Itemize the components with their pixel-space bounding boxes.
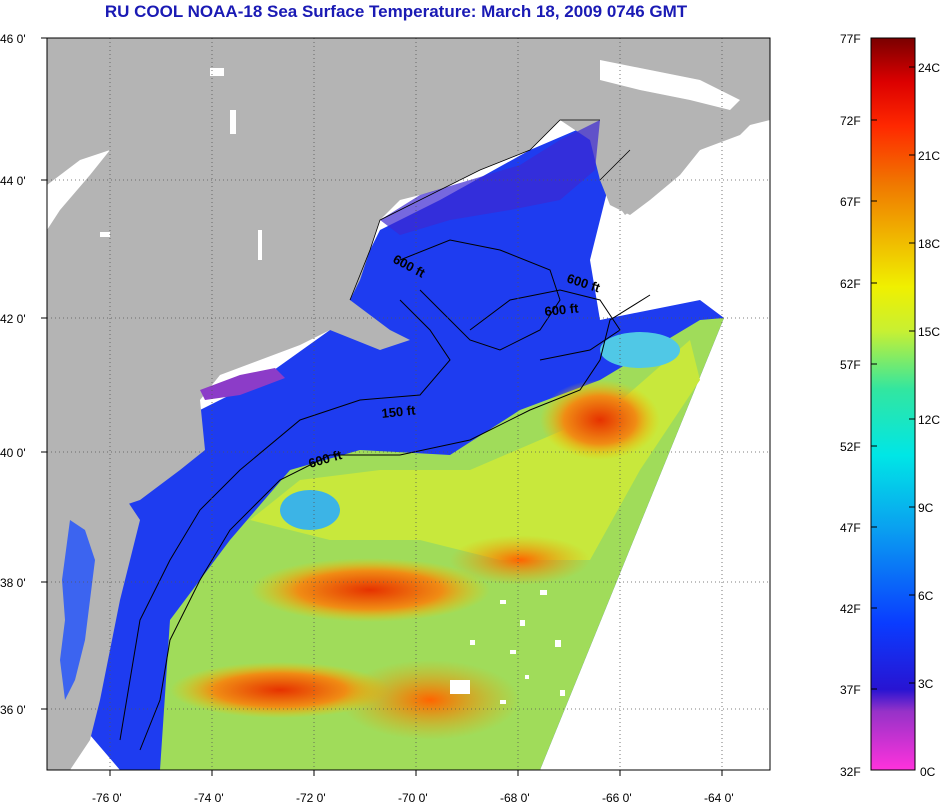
lon-label: -68 0' [500, 791, 530, 805]
cb-f-label: 77F [840, 32, 861, 46]
long-island [200, 368, 285, 400]
cb-c-label: 24C [918, 61, 940, 75]
warm-patch-east [450, 535, 590, 585]
shelf-cold-eddy-2 [600, 332, 680, 368]
lat-label: 40 0' [0, 446, 26, 460]
latitude-labels: 46 0' 44 0' 42 0' 40 0' 38 0' 36 0' [0, 32, 26, 717]
gulf-stream-eddy [540, 380, 660, 460]
cb-c-label: 15C [918, 325, 940, 339]
cb-c-label: 9C [918, 501, 934, 515]
lon-label: -76 0' [92, 791, 122, 805]
cb-c-label: 3C [918, 677, 934, 691]
bathymetry-contours [119, 239, 651, 751]
lon-label: -74 0' [194, 791, 224, 805]
cb-c-label: 18C [918, 237, 940, 251]
cb-f-label: 72F [840, 114, 861, 128]
cb-c-label: 21C [918, 149, 940, 163]
lakes [47, 60, 740, 260]
cb-f-label: 32F [840, 765, 861, 779]
cb-f-label: 52F [840, 440, 861, 454]
lon-label: -66 0' [602, 791, 632, 805]
slope-water [250, 340, 700, 560]
contour-label: 600 ft [544, 300, 580, 319]
lat-label: 38 0' [0, 576, 26, 590]
cb-f-label: 57F [840, 358, 861, 372]
gulf-of-maine-cold [380, 120, 600, 235]
cb-c-label: 0C [920, 765, 936, 779]
map-frame [46, 37, 771, 771]
cb-c-label: 12C [918, 413, 940, 427]
contour-label: 150 ft [381, 402, 417, 421]
contour-georges [469, 289, 621, 361]
nova-scotia [600, 100, 755, 215]
lon-label: -72 0' [296, 791, 326, 805]
contour-600ft-shelf [139, 294, 651, 751]
land-mass [47, 38, 770, 540]
lon-label: -70 0' [398, 791, 428, 805]
colorbar-ticks [871, 66, 915, 690]
map-content [47, 38, 770, 770]
cb-c-label: 6C [918, 589, 934, 603]
lon-label: -64 0' [704, 791, 734, 805]
colorbar-celsius-labels: 24C 21C 18C 15C 12C 9C 6C 3C 0C [918, 61, 940, 779]
cb-f-label: 62F [840, 277, 861, 291]
warm-patch-south [340, 660, 520, 740]
lat-label: 36 0' [0, 703, 26, 717]
contour-150ft [119, 299, 451, 741]
contour-gulf-maine [399, 239, 561, 351]
axis-ticks [41, 37, 723, 776]
cb-f-label: 42F [840, 602, 861, 616]
cb-f-label: 47F [840, 521, 861, 535]
cb-f-label: 67F [840, 195, 861, 209]
chesapeake-bay [60, 520, 95, 700]
colorbar-fahrenheit-labels: 77F 72F 67F 62F 57F 52F 47F 42F 37F 32F [840, 32, 861, 779]
longitude-labels: -76 0' -74 0' -72 0' -70 0' -68 0' -66 0… [92, 791, 734, 805]
gulf-stream-south [170, 662, 390, 718]
lat-label: 44 0' [0, 174, 26, 188]
shelf-cold-eddy [280, 490, 340, 530]
colorbar [870, 37, 916, 771]
gulf-stream-core [250, 558, 490, 622]
graticule [47, 38, 770, 770]
cloud-gaps [450, 590, 565, 704]
cb-f-label: 37F [840, 683, 861, 697]
lat-label: 42 0' [0, 312, 26, 326]
lat-label: 46 0' [0, 32, 26, 46]
map-title: RU COOL NOAA-18 Sea Surface Temperature:… [104, 2, 688, 21]
